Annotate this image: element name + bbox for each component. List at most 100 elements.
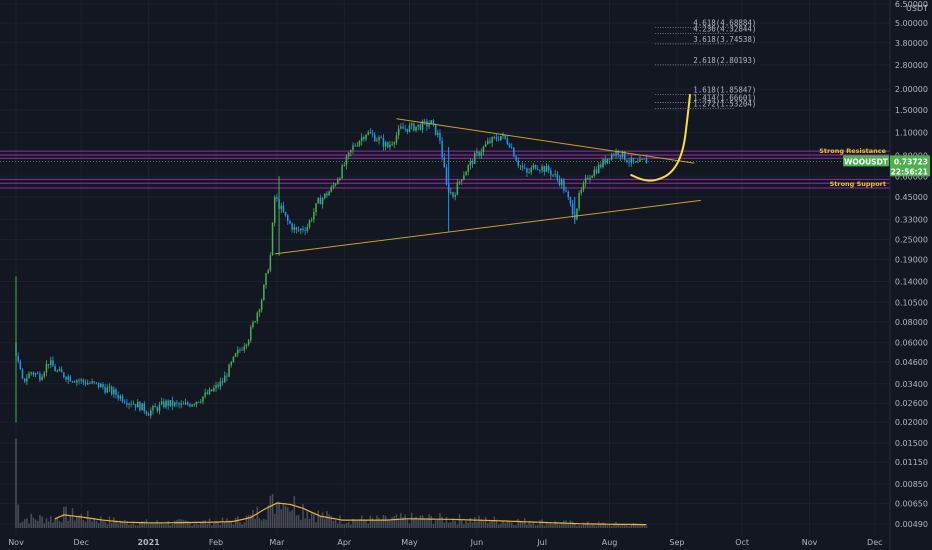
volume-bar — [315, 522, 317, 528]
candle-body — [443, 157, 446, 168]
y-tick-label: 2.80000 — [895, 61, 928, 70]
volume-bar — [580, 525, 583, 528]
candle-body — [328, 191, 330, 196]
candle-body — [430, 120, 433, 125]
volume-bar — [63, 506, 65, 528]
volume-bar — [380, 520, 383, 528]
volume-bar — [247, 514, 250, 528]
volume-bar — [406, 519, 409, 528]
volume-bar — [308, 518, 311, 528]
candle-body — [463, 175, 465, 180]
candle-body — [347, 152, 350, 157]
volume-bar — [128, 524, 130, 528]
candle-body — [356, 145, 359, 147]
candle-body — [645, 158, 648, 164]
candle-body — [608, 158, 611, 160]
volume-bar — [71, 508, 74, 528]
candle-body — [254, 321, 256, 323]
candle-body — [545, 165, 548, 172]
volume-bar — [21, 521, 24, 528]
candle-body — [34, 373, 37, 375]
volume-bar — [645, 526, 648, 528]
volume-bars — [15, 438, 648, 528]
y-tick-label: 0.08000 — [895, 318, 928, 327]
volume-bar — [578, 525, 580, 528]
volume-bar — [400, 513, 402, 528]
candle-body — [506, 138, 509, 145]
volume-bar — [28, 523, 30, 528]
candle-body — [395, 135, 398, 143]
volume-bar — [389, 519, 391, 528]
volume-bar — [606, 525, 609, 528]
x-tick-label: Aug — [602, 538, 618, 547]
volume-bar — [341, 524, 343, 528]
candle-body — [163, 401, 165, 408]
candle-body — [106, 387, 109, 393]
volume-bar — [626, 523, 628, 528]
x-tick-label: Oct — [735, 538, 749, 547]
volume-bar — [517, 519, 519, 528]
volume-bar — [434, 520, 437, 528]
candle-body — [345, 156, 348, 166]
volume-bar — [393, 516, 396, 528]
symbol-tag-text: WOOUSDT — [844, 157, 889, 166]
candle-body — [28, 373, 30, 379]
candle-body — [258, 309, 261, 313]
volume-bar — [195, 523, 198, 528]
candle-body — [569, 197, 572, 204]
volume-bar — [447, 522, 450, 528]
candle-body — [245, 344, 248, 347]
volume-bar — [250, 514, 252, 528]
candle-body — [176, 402, 178, 404]
y-axis-band — [890, 0, 932, 550]
volume-bar — [528, 522, 530, 528]
volume-bar — [373, 519, 376, 528]
candle-body — [204, 392, 206, 397]
candle-body — [623, 151, 626, 160]
volume-bar — [32, 517, 35, 528]
volume-bar — [287, 507, 289, 528]
candle-body — [241, 349, 243, 351]
volume-bar — [147, 523, 150, 528]
candle-body — [310, 219, 313, 221]
candle-body — [582, 183, 585, 190]
volume-bar — [630, 524, 633, 528]
candle-body — [82, 379, 85, 383]
candle-body — [580, 189, 583, 193]
candle-body — [69, 376, 72, 382]
candle-body — [360, 137, 363, 142]
candle-body — [97, 382, 100, 388]
volume-bar — [136, 525, 139, 528]
y-tick-label: 6.50000 — [895, 0, 928, 9]
candle-body — [321, 198, 324, 205]
volume-bar — [150, 522, 152, 528]
candle-body — [313, 212, 315, 220]
volume-bar — [473, 517, 476, 528]
level-label: Strong Resistance — [819, 147, 886, 155]
y-tick-label: 0.03400 — [895, 380, 928, 389]
candle-body — [539, 170, 541, 171]
candle-body — [600, 164, 602, 168]
candle-body — [432, 120, 435, 124]
candle-body — [643, 158, 646, 160]
candle-body — [532, 165, 535, 168]
candle-body — [256, 312, 259, 322]
y-tick-label: 5.00000 — [895, 19, 928, 28]
candle-body — [178, 403, 180, 405]
volume-bar — [54, 517, 56, 528]
y-tick-label: 0.01150 — [895, 458, 928, 467]
volume-bar — [423, 518, 426, 528]
volume-bar — [160, 522, 163, 528]
x-tick-label: Sep — [669, 538, 684, 547]
volume-bar — [313, 514, 315, 528]
volume-bar — [471, 522, 474, 528]
candle-body — [530, 167, 533, 172]
candle-body — [602, 159, 604, 168]
volume-bar — [560, 522, 563, 528]
candle-body — [476, 151, 478, 154]
candle-body — [180, 403, 182, 405]
candle-body — [369, 132, 372, 134]
volume-bar — [365, 520, 367, 528]
candle-body — [52, 360, 54, 367]
